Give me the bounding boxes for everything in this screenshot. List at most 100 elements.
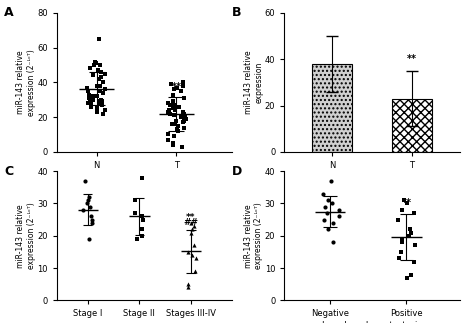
Point xyxy=(180,118,188,123)
Point xyxy=(79,207,87,213)
Text: C: C xyxy=(4,165,13,178)
Point xyxy=(174,123,182,128)
Point xyxy=(165,108,173,113)
Point xyxy=(97,89,104,94)
Point xyxy=(169,141,176,146)
Point xyxy=(85,94,92,99)
Point xyxy=(180,80,187,85)
Point xyxy=(171,108,179,113)
Point xyxy=(191,224,198,229)
Point xyxy=(164,137,172,142)
Point xyxy=(169,92,176,97)
Point xyxy=(88,220,96,225)
Point xyxy=(397,249,405,255)
Point xyxy=(139,217,147,222)
Point xyxy=(171,121,179,127)
Point xyxy=(187,220,194,225)
Bar xyxy=(392,99,432,152)
Text: **: ** xyxy=(401,198,411,208)
Text: **: ** xyxy=(186,213,196,222)
Point xyxy=(84,100,91,106)
Point xyxy=(327,178,335,183)
Point xyxy=(93,109,101,114)
Point xyxy=(175,104,183,109)
Point xyxy=(329,220,337,225)
Point xyxy=(101,108,109,113)
Point xyxy=(95,83,103,89)
Y-axis label: miR-143 relative
expression (2⁻ᴸᶜᵀ): miR-143 relative expression (2⁻ᴸᶜᵀ) xyxy=(17,203,36,269)
Point xyxy=(86,92,93,97)
Point xyxy=(179,83,186,89)
Point xyxy=(81,178,89,183)
Point xyxy=(92,61,100,66)
Point xyxy=(98,102,106,108)
Point xyxy=(399,207,406,213)
Point xyxy=(96,62,104,68)
Point xyxy=(138,227,146,232)
Point xyxy=(172,118,180,123)
Point xyxy=(319,191,327,196)
Y-axis label: miR-143 relative
expression (2⁻ᴸᶜᵀ): miR-143 relative expression (2⁻ᴸᶜᵀ) xyxy=(244,203,264,269)
Point xyxy=(95,76,103,81)
Point xyxy=(410,259,418,264)
Point xyxy=(167,81,174,87)
Point xyxy=(178,144,185,149)
Point xyxy=(97,69,105,75)
Point xyxy=(168,121,175,127)
Point xyxy=(83,85,91,90)
Point xyxy=(320,217,328,222)
Point xyxy=(173,127,181,132)
Point xyxy=(324,227,332,232)
Point xyxy=(179,120,186,125)
Point xyxy=(86,66,94,71)
Point xyxy=(85,95,93,100)
Point xyxy=(398,236,405,242)
Point xyxy=(180,95,188,100)
Point xyxy=(101,71,109,76)
Point xyxy=(187,230,195,235)
Point xyxy=(185,282,192,287)
Point xyxy=(98,97,105,102)
Point xyxy=(401,198,408,203)
Point xyxy=(169,142,177,147)
Point xyxy=(99,111,106,116)
Point xyxy=(133,236,141,242)
Point xyxy=(91,62,98,68)
Point xyxy=(329,240,337,245)
Point xyxy=(93,106,100,111)
Point xyxy=(132,198,139,203)
Point xyxy=(192,256,200,261)
Point xyxy=(138,233,146,238)
Point xyxy=(90,97,97,102)
Point xyxy=(171,113,178,118)
Text: **: ** xyxy=(172,82,182,92)
Point xyxy=(180,111,188,116)
Point xyxy=(179,109,186,114)
Point xyxy=(95,99,103,104)
Point xyxy=(138,214,146,219)
Point xyxy=(325,198,332,203)
Text: A: A xyxy=(4,6,14,19)
X-axis label: Lymph node metastasis: Lymph node metastasis xyxy=(322,321,422,323)
Point xyxy=(410,211,418,216)
Point xyxy=(181,114,189,120)
Text: ##: ## xyxy=(183,218,199,227)
Point xyxy=(94,68,101,73)
Point xyxy=(181,125,188,130)
Point xyxy=(188,253,195,258)
Point xyxy=(169,99,177,104)
Point xyxy=(86,204,93,209)
Point xyxy=(170,102,177,108)
Point xyxy=(96,83,103,89)
Point xyxy=(98,99,106,104)
Point xyxy=(406,227,414,232)
Point xyxy=(95,36,102,42)
Point xyxy=(174,128,182,134)
Y-axis label: miR-143 relative
expression: miR-143 relative expression xyxy=(244,51,264,114)
Point xyxy=(169,106,177,111)
Text: B: B xyxy=(232,6,241,19)
Point xyxy=(84,198,92,203)
Point xyxy=(87,214,95,219)
Point xyxy=(164,109,172,114)
Point xyxy=(178,114,185,120)
